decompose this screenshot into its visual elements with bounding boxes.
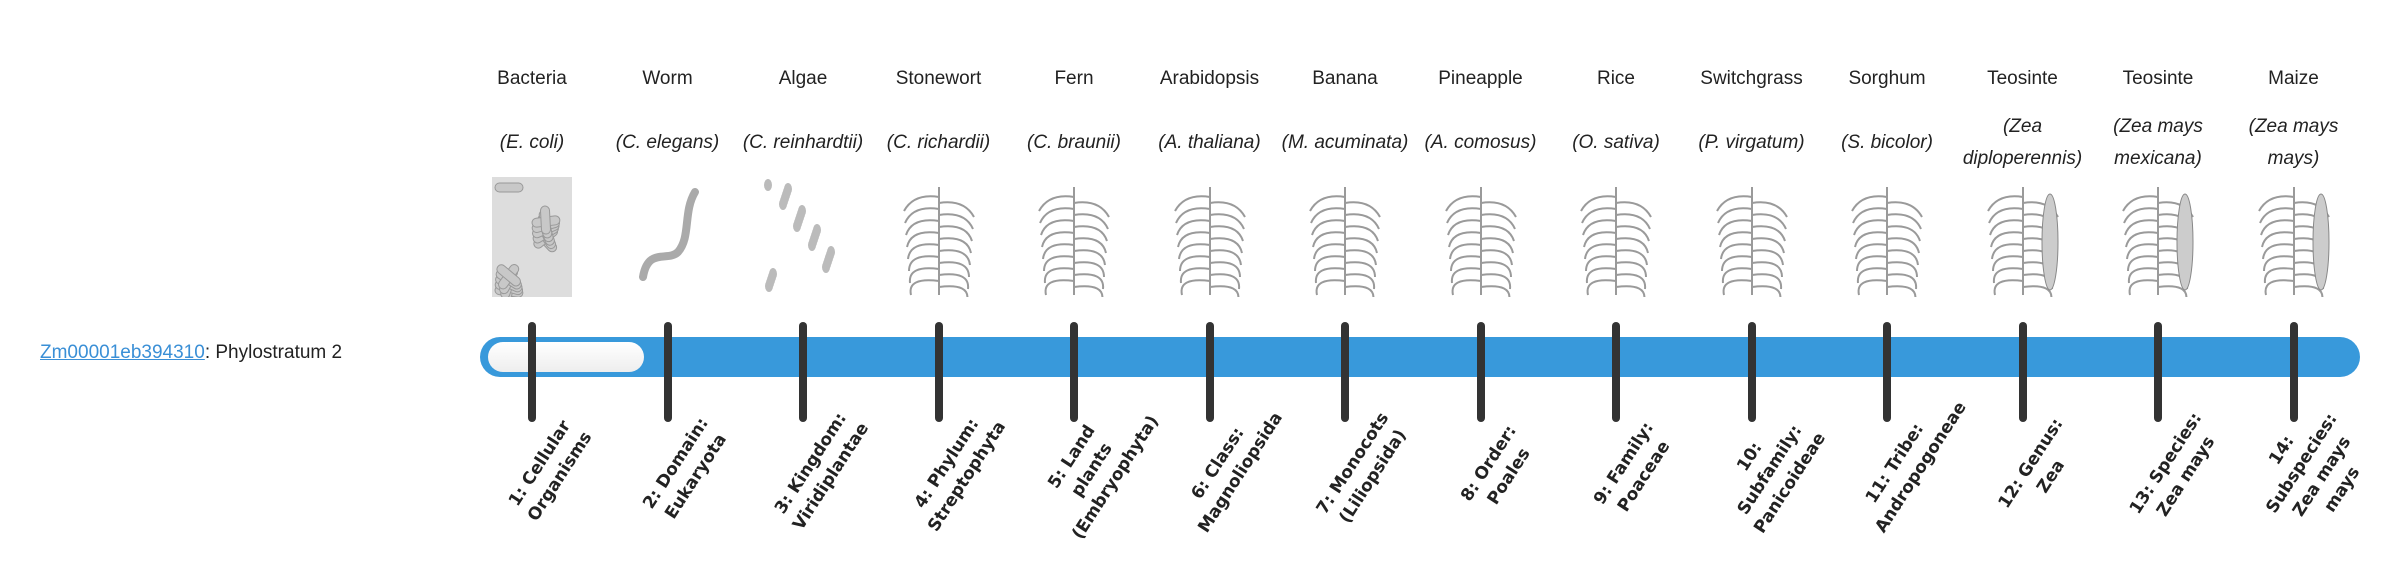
- stratum-tick: [1476, 322, 1485, 422]
- organism-common-name: Pineapple: [1438, 68, 1523, 89]
- organism-scientific-name: (O. sativa): [1572, 132, 1660, 153]
- organism-common-name: Teosinte: [2122, 68, 2194, 89]
- organism-scientific-name: (C. richardii): [886, 132, 991, 153]
- organism-scientific-name: (Zea diploperennis): [1962, 116, 2083, 169]
- arabidopsis-illustration: [1165, 177, 1255, 302]
- teosinte-illustration: [2113, 177, 2203, 302]
- stratum-tick: [528, 322, 536, 422]
- worm-illustration: [623, 177, 713, 297]
- organism-scientific-name: (C. elegans): [615, 132, 720, 153]
- organism-scientific-name: (E. coli): [499, 132, 565, 153]
- pineapple-illustration: [1436, 177, 1526, 302]
- sorghum-illustration: [1842, 177, 1932, 302]
- stratum-label: 8: Order: Poales: [1456, 421, 1535, 509]
- phylostratum-text: : Phylostratum 2: [204, 342, 343, 363]
- stratum-tick: [799, 322, 807, 422]
- organism-common-name: Bacteria: [497, 68, 567, 89]
- stratum-tick: [1341, 322, 1349, 422]
- organism-scientific-name: (M. acuminata): [1281, 132, 1409, 153]
- teosinte-illustration: [1978, 177, 2068, 302]
- gene-link[interactable]: Zm00001eb394310: [40, 342, 205, 363]
- organism-common-name: Arabidopsis: [1159, 68, 1260, 89]
- stratum-label: 11: Tribe: Andropogoneae: [1861, 398, 1971, 537]
- organism-common-name: Rice: [1596, 68, 1635, 89]
- stratum-label: 6: Class: Magnoliopsida: [1186, 408, 1287, 537]
- organism-common-name: Stonewort: [895, 68, 982, 89]
- organism-common-name: Teosinte: [1987, 68, 2058, 89]
- switchgrass-illustration: [1707, 177, 1797, 302]
- stratum-label: 10: Subfamily: Panicoideae: [1732, 421, 1830, 538]
- banana-illustration: [1300, 177, 1390, 302]
- rice-illustration: [1571, 177, 1661, 302]
- stratum-tick: [2154, 322, 2162, 422]
- stratum-label: 1: Cellular Organisms: [504, 416, 597, 525]
- organism-scientific-name: (C. reinhardtii): [742, 132, 864, 153]
- stratum-tick: [1612, 322, 1620, 422]
- organism-scientific-name: (A. comosus): [1424, 132, 1537, 153]
- stratum-tick: [1205, 322, 1214, 422]
- stratum-tick: [663, 322, 672, 422]
- stratum-label: 4: Phylum: Streptophyta: [910, 414, 1010, 536]
- stratum-tick: [1747, 322, 1756, 422]
- stratum-label: 12: Genus: Zea: [1994, 414, 2069, 513]
- stonewort-illustration: [894, 177, 984, 302]
- stratum-label: 3: Kingdom: Viridiplantae: [770, 409, 874, 534]
- maize-illustration: [2249, 177, 2339, 302]
- stratum-label: 9: Family: Poaceae: [1589, 418, 1675, 516]
- organism-common-name: Maize: [2268, 68, 2319, 89]
- stratum-tick: [2289, 322, 2298, 422]
- stratum-tick: [1883, 322, 1891, 422]
- organism-common-name: Algae: [778, 68, 828, 89]
- organism-scientific-name: (A. thaliana): [1158, 132, 1261, 153]
- organism-common-name: Worm: [642, 68, 693, 89]
- bar-unfilled-segment: [488, 342, 644, 372]
- stratum-tick: [1070, 322, 1078, 422]
- gene-label: Zm00001eb394310: Phylostratum 2: [40, 342, 342, 364]
- organism-scientific-name: (Zea mays mays): [2248, 116, 2339, 169]
- organism-scientific-name: (P. virgatum): [1698, 132, 1805, 153]
- stratum-tick: [934, 322, 943, 422]
- organism-common-name: Switchgrass: [1700, 68, 1803, 89]
- organism-scientific-name: (C. braunii): [1027, 132, 1121, 153]
- fern-illustration: [1029, 177, 1119, 302]
- stratum-label: 2: Domain: Eukaryota: [638, 414, 731, 523]
- stratum-tick: [2018, 322, 2027, 422]
- organism-common-name: Fern: [1054, 68, 1094, 89]
- bacteria-illustration: [487, 177, 577, 308]
- stratum-label: 7: Monocots (Liliopsida): [1312, 408, 1411, 527]
- phylostratum-bar: [480, 337, 2360, 377]
- stratum-label: 14: Subspecies: Zea mays mays: [2261, 409, 2364, 521]
- stratum-label: 5: Land plants (Embryophyta): [1044, 412, 1164, 544]
- organism-common-name: Sorghum: [1848, 68, 1926, 89]
- organism-common-name: Banana: [1312, 68, 1378, 89]
- organism-scientific-name: (S. bicolor): [1841, 132, 1933, 153]
- algae-illustration: [758, 177, 848, 297]
- organism-scientific-name: (Zea mays mexicana): [2113, 116, 2203, 169]
- stratum-label: 13: Species: Zea mays: [2125, 409, 2220, 521]
